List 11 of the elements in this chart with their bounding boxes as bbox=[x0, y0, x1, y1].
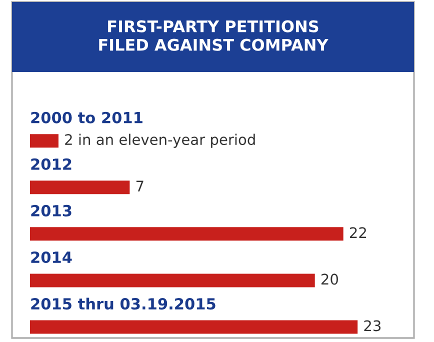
y-tick-label: 2013 bbox=[31, 204, 72, 216]
data-label: 20 bbox=[321, 274, 338, 285]
y-tick-label: 2015 thru 03.19.2015 bbox=[31, 298, 216, 310]
data-label: 22 bbox=[350, 227, 366, 238]
y-tick-label: 2000 to 2011 bbox=[31, 112, 142, 124]
chart-title: FIRST-PARTY PETITIONS FILED AGAINST COMPANY bbox=[99, 20, 328, 51]
y-tick-label: 2012 bbox=[31, 158, 72, 170]
y-tick-label: 2014 bbox=[31, 251, 72, 264]
data-label: 7 bbox=[136, 180, 144, 192]
data-label: 2 in an eleven-year period bbox=[65, 134, 255, 148]
data-label: 23 bbox=[364, 320, 381, 332]
